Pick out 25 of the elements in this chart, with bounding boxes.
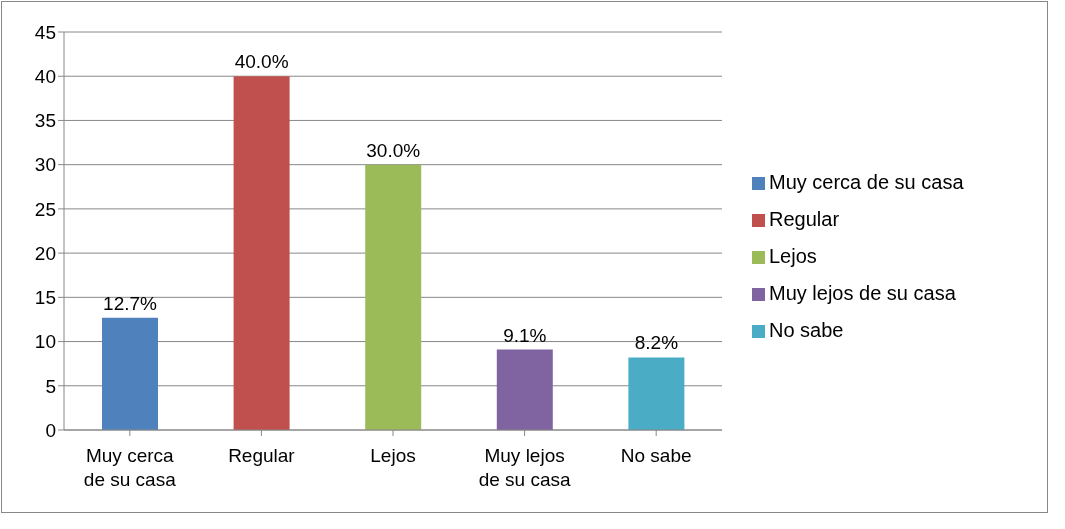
y-tick-label: 5 [45,375,56,397]
legend-label: Muy cerca de su casa [769,170,964,193]
legend-label: Muy lejos de su casa [769,281,956,304]
y-tick-label: 30 [34,154,56,176]
legend-label: Lejos [769,244,817,267]
y-tick-label: 25 [34,198,56,220]
data-label: 40.0% [234,51,289,73]
data-label: 9.1% [503,324,547,346]
x-tick-label: Muy cerca de su casa [83,445,177,490]
y-tick-label: 45 [34,21,56,43]
y-tick-label: 40 [34,65,56,87]
y-tick-label: 0 [45,419,56,441]
x-tick-label: Lejos [370,445,416,466]
y-tick-label: 20 [34,242,56,264]
legend-label: No sabe [769,318,844,341]
y-tick-label: 15 [34,287,56,309]
data-label: 30.0% [366,139,421,161]
legend-label: Regular [769,207,840,230]
data-label: 12.7% [103,292,158,314]
x-tick-label: Muy lejos de su casa [478,445,571,490]
y-tick-label: 10 [34,331,56,353]
data-label: 8.2% [634,332,679,354]
x-tick-label: Regular [228,445,296,466]
x-tick-label: No sabe [620,445,692,466]
y-tick-label: 35 [34,110,56,132]
